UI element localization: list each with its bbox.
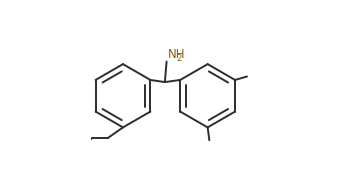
Text: 2: 2 xyxy=(177,54,182,63)
Text: NH: NH xyxy=(168,48,185,61)
